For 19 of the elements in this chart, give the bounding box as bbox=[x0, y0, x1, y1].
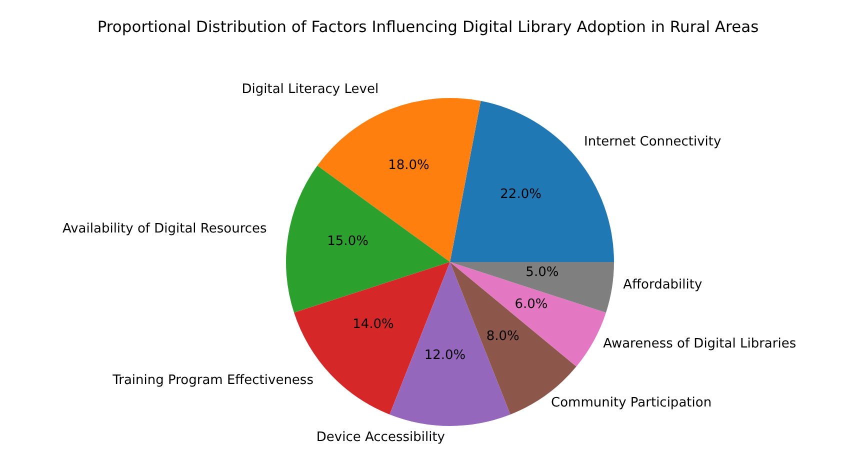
pie-slice bbox=[450, 262, 614, 313]
slice-label: Device Accessibility bbox=[316, 430, 446, 445]
data-label: 8.0% bbox=[486, 329, 520, 344]
slice-label: Internet Connectivity bbox=[584, 134, 722, 150]
slice-label: Training Program Effectiveness bbox=[112, 372, 314, 388]
data-label: 22.0% bbox=[500, 186, 542, 202]
pie-slice bbox=[317, 98, 481, 262]
slice-label: Awareness of Digital Libraries bbox=[603, 336, 796, 352]
data-label: 18.0% bbox=[388, 158, 430, 174]
data-label: 5.0% bbox=[526, 264, 559, 280]
slice-label: Digital Literacy Level bbox=[242, 82, 379, 97]
data-label: 14.0% bbox=[352, 316, 394, 332]
slice-label: Affordability bbox=[623, 278, 702, 293]
data-label: 6.0% bbox=[514, 296, 548, 312]
data-label: 15.0% bbox=[327, 234, 368, 250]
slice-label: Community Participation bbox=[551, 395, 712, 410]
data-label: 12.0% bbox=[424, 348, 466, 363]
chart-title: Proportional Distribution of Factors Influencing Digital Library Adoption in Rural Areas bbox=[96, 18, 760, 36]
slice-label: Availability of Digital Resources bbox=[62, 221, 268, 236]
